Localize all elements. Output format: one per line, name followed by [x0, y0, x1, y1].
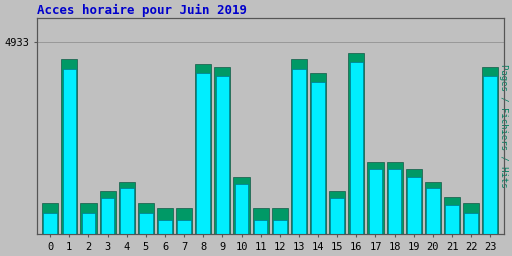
- Bar: [407, 177, 420, 256]
- Bar: [445, 205, 459, 256]
- Bar: [99, 191, 116, 256]
- Bar: [61, 59, 77, 256]
- Bar: [176, 208, 192, 256]
- Bar: [273, 220, 287, 256]
- Bar: [330, 198, 344, 256]
- Bar: [197, 73, 210, 256]
- Bar: [463, 202, 479, 256]
- Bar: [350, 62, 363, 256]
- Bar: [482, 67, 498, 256]
- Bar: [157, 208, 173, 256]
- Bar: [292, 69, 306, 256]
- Bar: [233, 177, 249, 256]
- Bar: [272, 208, 288, 256]
- Bar: [444, 197, 460, 256]
- Y-axis label: Pages / Fichiers / Hits: Pages / Fichiers / Hits: [499, 65, 508, 188]
- Bar: [368, 162, 383, 256]
- Bar: [369, 169, 382, 256]
- Bar: [483, 76, 497, 256]
- Bar: [81, 213, 95, 256]
- Bar: [388, 169, 401, 256]
- Bar: [101, 198, 114, 256]
- Bar: [329, 191, 345, 256]
- Bar: [138, 202, 154, 256]
- Bar: [464, 213, 478, 256]
- Bar: [195, 65, 211, 256]
- Bar: [426, 188, 440, 256]
- Bar: [406, 169, 422, 256]
- Text: Acces horaire pour Juin 2019: Acces horaire pour Juin 2019: [37, 4, 247, 17]
- Bar: [291, 59, 307, 256]
- Bar: [254, 220, 267, 256]
- Bar: [158, 220, 172, 256]
- Bar: [119, 183, 135, 256]
- Bar: [215, 67, 230, 256]
- Bar: [348, 53, 365, 256]
- Bar: [425, 183, 441, 256]
- Bar: [387, 162, 402, 256]
- Bar: [234, 184, 248, 256]
- Bar: [310, 73, 326, 256]
- Bar: [311, 82, 325, 256]
- Bar: [42, 202, 58, 256]
- Bar: [252, 208, 269, 256]
- Bar: [139, 213, 153, 256]
- Bar: [216, 76, 229, 256]
- Bar: [80, 202, 96, 256]
- Bar: [62, 69, 76, 256]
- Bar: [44, 213, 57, 256]
- Bar: [177, 220, 191, 256]
- Bar: [120, 188, 134, 256]
